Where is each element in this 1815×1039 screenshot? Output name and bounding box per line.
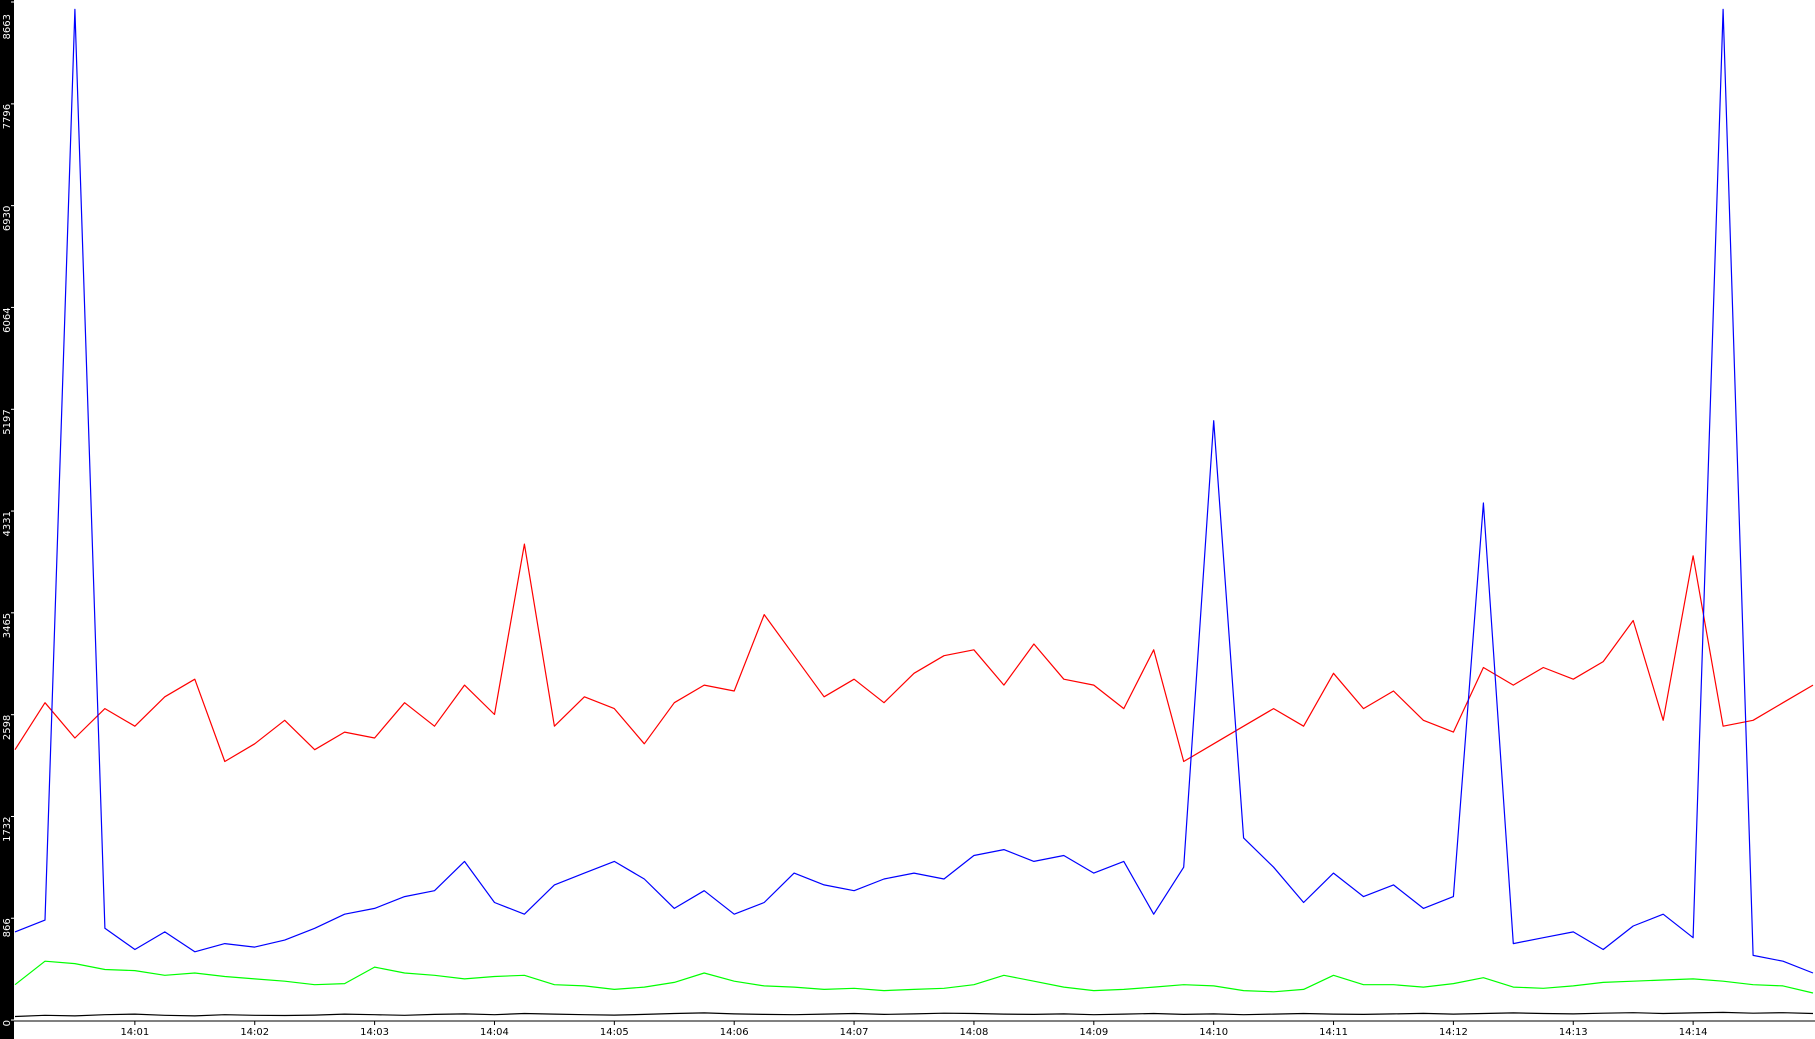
x-tick-label: 14:03: [360, 1027, 389, 1038]
y-tick-label: 3465: [2, 613, 13, 638]
series-line: [14, 1011, 1814, 1018]
x-tick-label: 14:07: [840, 1027, 869, 1038]
x-tick-label: 14:04: [480, 1027, 509, 1038]
x-tick-label: 14:14: [1679, 1027, 1708, 1038]
y-tick-label: 5197: [2, 409, 13, 434]
x-tick-label: 14:13: [1559, 1027, 1588, 1038]
x-tick-label: 14:09: [1079, 1027, 1108, 1038]
x-tick-label: 14:05: [600, 1027, 629, 1038]
y-axis-strip: [0, 0, 14, 1039]
y-tick-label: 6064: [2, 307, 13, 332]
series-line: [14, 960, 1814, 994]
y-tick-label: 866: [2, 918, 13, 937]
series-line: [14, 8, 1814, 974]
y-tick-label: 7796: [2, 104, 13, 129]
y-tick-label: 0: [2, 1020, 13, 1026]
x-tick-label: 14:02: [240, 1027, 269, 1038]
y-tick-label: 6930: [2, 206, 13, 231]
y-tick-label: 2598: [2, 715, 13, 740]
x-tick-label: 14:10: [1199, 1027, 1228, 1038]
x-tick-label: 14:08: [960, 1027, 989, 1038]
y-tick-label: 8663: [2, 14, 13, 39]
series-line: [14, 543, 1814, 763]
x-tick-label: 14:01: [120, 1027, 149, 1038]
x-tick-label: 14:06: [720, 1027, 749, 1038]
y-tick-label: 1732: [2, 816, 13, 841]
x-tick-label: 14:11: [1319, 1027, 1348, 1038]
y-tick-label: 4331: [2, 511, 13, 536]
x-tick-label: 14:12: [1439, 1027, 1468, 1038]
